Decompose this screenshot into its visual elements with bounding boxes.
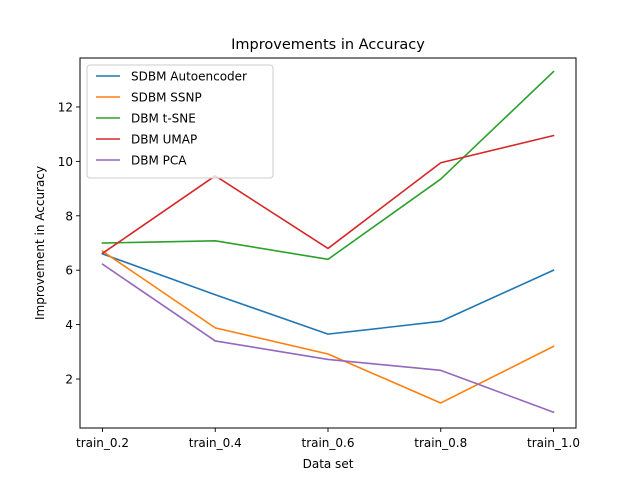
legend-label-0: SDBM Autoencoder xyxy=(131,70,247,84)
y-tick-label: 12 xyxy=(58,100,73,114)
series-line-2 xyxy=(101,70,555,261)
y-tick-label: 10 xyxy=(58,155,73,169)
y-axis: 2 4 6 8 10 12 xyxy=(58,100,80,387)
x-tick-label: train_0.6 xyxy=(301,436,354,450)
y-tick-label: 4 xyxy=(65,318,73,332)
legend-label-3: DBM UMAP xyxy=(131,133,197,147)
x-tick-label: train_0.8 xyxy=(414,436,467,450)
series-layer xyxy=(101,70,555,414)
legend-label-2: DBM t-SNE xyxy=(131,112,196,126)
legend: SDBM Autoencoder SDBM SSNP DBM t-SNE DBM UM… xyxy=(86,64,274,179)
x-tick-label: train_0.2 xyxy=(76,436,129,450)
y-tick-label: 2 xyxy=(65,373,73,387)
series-line-0 xyxy=(101,252,555,335)
x-axis: train_0.2 train_0.4 train_0.6 train_0.8 trai… xyxy=(76,428,580,450)
y-tick-label: 8 xyxy=(65,209,73,223)
chart-title: Improvements in Accuracy xyxy=(231,37,425,53)
x-tick-label: train_0.4 xyxy=(189,436,242,450)
series-line-3 xyxy=(101,134,555,255)
x-axis-label: Data set xyxy=(303,457,354,471)
series-line-4 xyxy=(101,263,555,414)
legend-label-4: DBM PCA xyxy=(131,154,187,168)
legend-box xyxy=(86,64,274,179)
y-axis-label: Improvement in Accuracy xyxy=(33,166,47,320)
y-tick-label: 6 xyxy=(65,264,73,278)
x-tick-label: train_1.0 xyxy=(527,436,580,450)
legend-label-1: SDBM SSNP xyxy=(131,91,202,105)
